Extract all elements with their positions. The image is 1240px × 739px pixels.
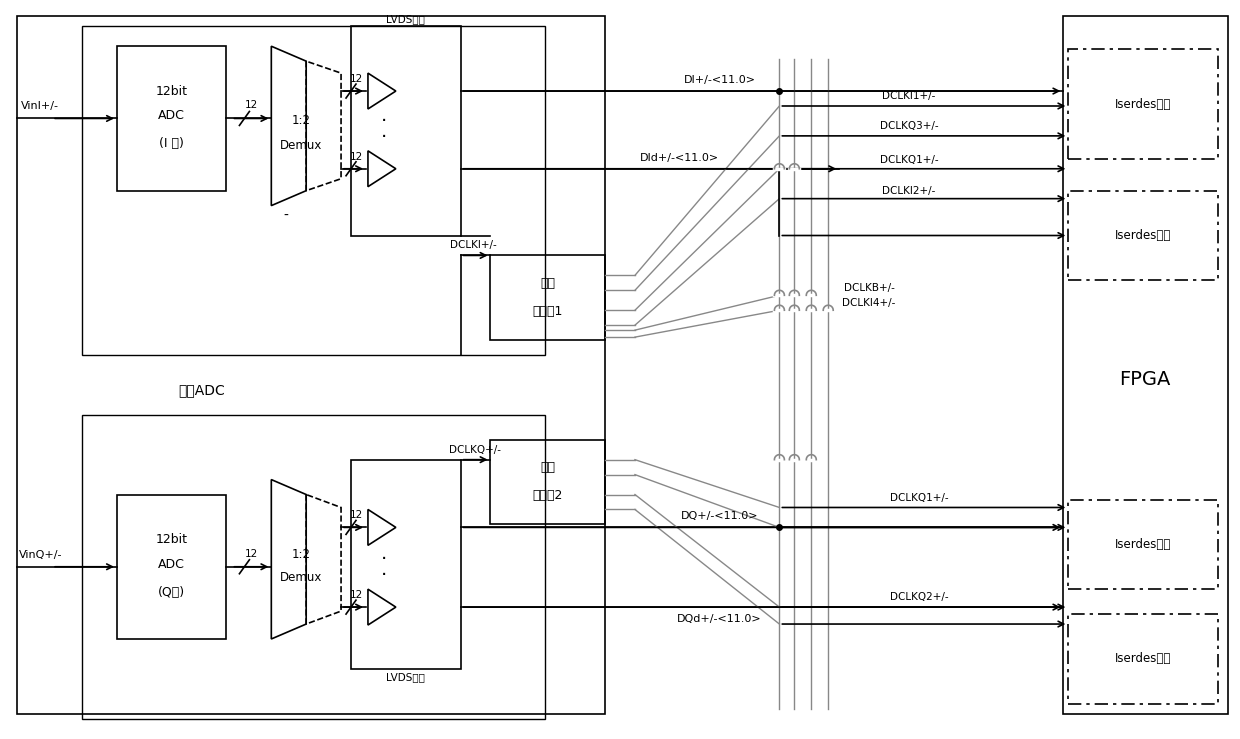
Bar bbox=[117, 47, 227, 191]
Text: DCLKI1+/-: DCLKI1+/- bbox=[882, 91, 936, 101]
Text: Iserdes基元: Iserdes基元 bbox=[1115, 538, 1172, 551]
Text: 时钟: 时钟 bbox=[541, 461, 556, 474]
Text: DId+/-<11.0>: DId+/-<11.0> bbox=[640, 153, 719, 163]
Bar bbox=[1069, 50, 1218, 159]
Bar bbox=[1069, 500, 1218, 589]
Text: ·: · bbox=[381, 550, 387, 569]
Text: Iserdes基元: Iserdes基元 bbox=[1115, 653, 1172, 665]
Text: DQd+/-<11.0>: DQd+/-<11.0> bbox=[677, 614, 761, 624]
Bar bbox=[351, 460, 460, 669]
Text: VinI+/-: VinI+/- bbox=[21, 101, 60, 112]
Text: 12: 12 bbox=[244, 549, 258, 559]
Text: ·: · bbox=[381, 129, 387, 147]
Text: VinQ+/-: VinQ+/- bbox=[19, 550, 62, 560]
Bar bbox=[82, 27, 546, 355]
Text: DCLKQ2+/-: DCLKQ2+/- bbox=[889, 592, 949, 602]
Text: 时钟: 时钟 bbox=[541, 277, 556, 290]
Text: Demux: Demux bbox=[280, 140, 322, 152]
Text: (Q路): (Q路) bbox=[159, 586, 185, 599]
Bar bbox=[491, 440, 605, 525]
Text: DCLKQ1+/-: DCLKQ1+/- bbox=[889, 492, 949, 503]
Text: 12: 12 bbox=[350, 74, 362, 84]
Text: 12: 12 bbox=[244, 101, 258, 111]
Text: Iserdes基元: Iserdes基元 bbox=[1115, 229, 1172, 242]
Text: DCLKQ+/-: DCLKQ+/- bbox=[449, 445, 501, 454]
Text: 12: 12 bbox=[350, 590, 362, 600]
Text: LVDS输出: LVDS输出 bbox=[387, 672, 425, 682]
Text: DCLKI4+/-: DCLKI4+/- bbox=[842, 299, 895, 308]
Text: 12bit: 12bit bbox=[156, 533, 187, 546]
Text: 射频ADC: 射频ADC bbox=[179, 383, 224, 397]
Text: DCLKQ3+/-: DCLKQ3+/- bbox=[879, 121, 939, 131]
Bar bbox=[1069, 614, 1218, 704]
Text: DCLKI+/-: DCLKI+/- bbox=[450, 240, 497, 251]
Text: 1:2: 1:2 bbox=[291, 548, 311, 561]
Text: DCLKQ1+/-: DCLKQ1+/- bbox=[879, 154, 939, 165]
Bar bbox=[351, 27, 460, 236]
Text: DQ+/-<11.0>: DQ+/-<11.0> bbox=[681, 511, 759, 522]
Text: ·: · bbox=[381, 112, 387, 132]
Text: DCLKB+/-: DCLKB+/- bbox=[843, 283, 894, 293]
Text: Demux: Demux bbox=[280, 571, 322, 584]
Text: 12bit: 12bit bbox=[156, 84, 187, 98]
Text: ·: · bbox=[381, 566, 387, 585]
Text: DCLKI2+/-: DCLKI2+/- bbox=[882, 185, 936, 196]
Text: (I 路): (I 路) bbox=[159, 137, 184, 150]
Text: FPGA: FPGA bbox=[1120, 370, 1171, 389]
Bar bbox=[1069, 191, 1218, 280]
Text: Iserdes基元: Iserdes基元 bbox=[1115, 98, 1172, 111]
Text: -: - bbox=[284, 208, 289, 222]
Text: DI+/-<11.0>: DI+/-<11.0> bbox=[683, 75, 755, 85]
Bar bbox=[82, 415, 546, 719]
Text: 1:2: 1:2 bbox=[291, 115, 311, 127]
Text: 12: 12 bbox=[350, 151, 362, 162]
Bar bbox=[1064, 16, 1228, 714]
Bar bbox=[17, 16, 605, 714]
Text: 12: 12 bbox=[350, 511, 362, 520]
Text: LVDS输出: LVDS输出 bbox=[387, 14, 425, 24]
Text: 驱动刨2: 驱动刨2 bbox=[533, 489, 563, 502]
Bar bbox=[491, 256, 605, 340]
Text: ADC: ADC bbox=[159, 109, 185, 123]
Text: 驱动刨1: 驱动刨1 bbox=[533, 304, 563, 318]
Bar bbox=[117, 494, 227, 639]
Text: ADC: ADC bbox=[159, 558, 185, 571]
